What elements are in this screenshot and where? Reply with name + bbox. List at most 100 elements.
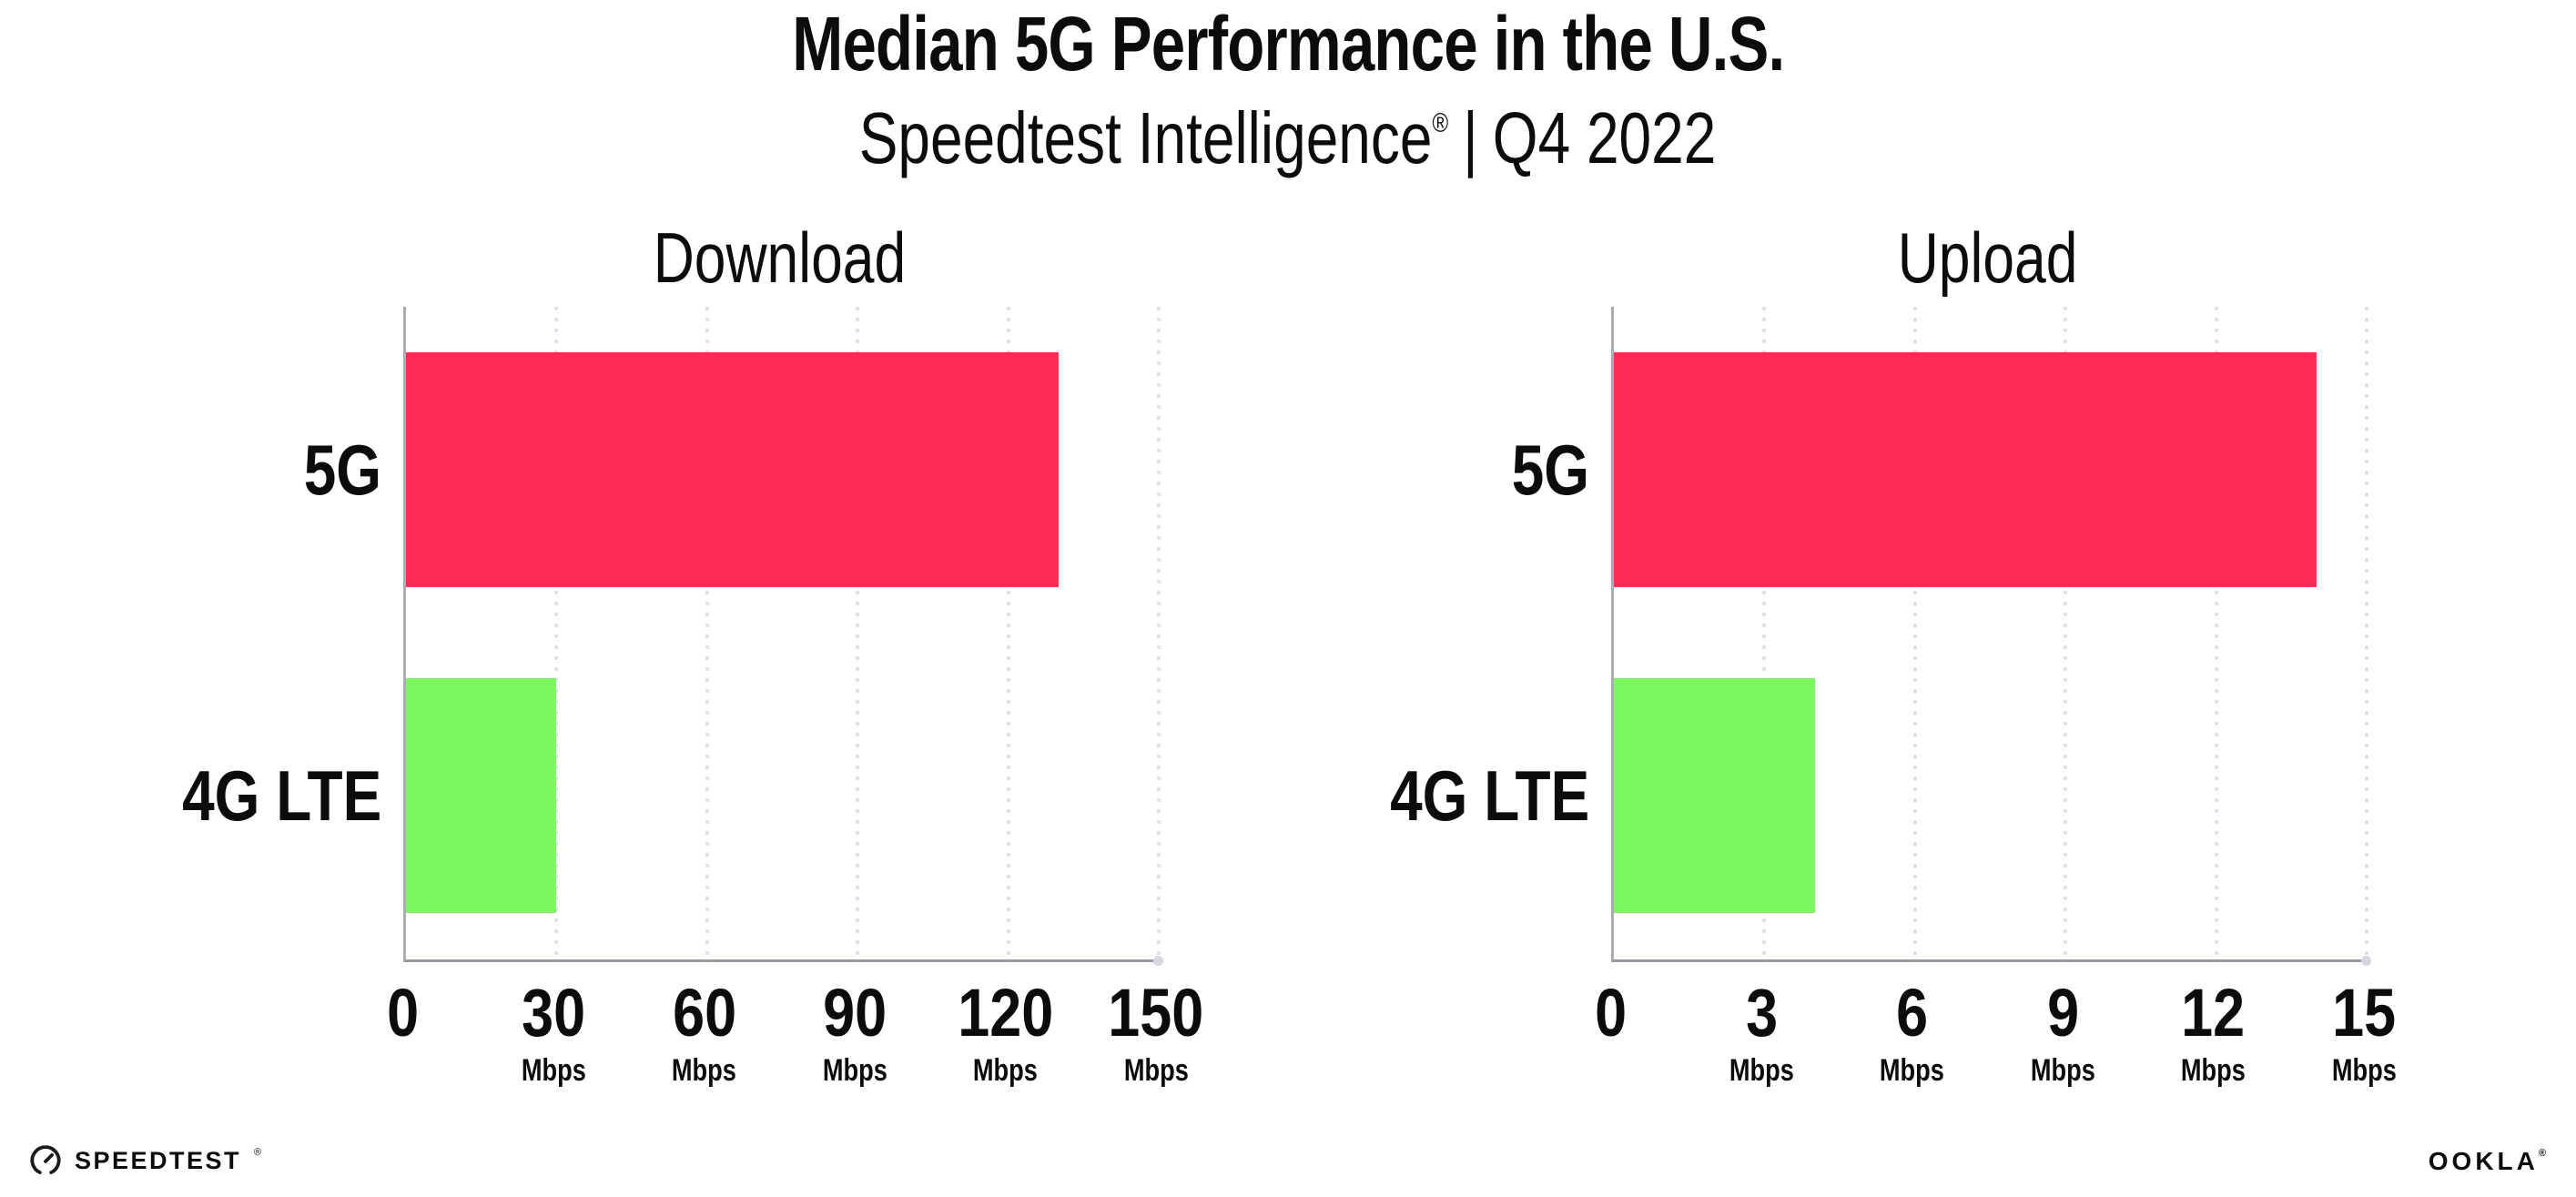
gridline-12 (2214, 307, 2218, 959)
x-tick-value: 30 (453, 979, 654, 1047)
gridline-120 (1006, 307, 1010, 959)
row-label-5g-download: 5G (0, 426, 381, 513)
gridline-15 (2365, 307, 2368, 959)
x-tick-unit: Mbps (755, 1050, 955, 1090)
x-tick-download-90: 90 Mbps (755, 979, 955, 1090)
x-tick-value-text: 9 (2046, 975, 2079, 1050)
speedtest-wordmark: SPEEDTEST (75, 1147, 242, 1174)
ookla-registered-mark: ® (2538, 1148, 2546, 1159)
bar-5g-upload (1614, 352, 2317, 587)
chart-title-text: Download (653, 218, 907, 298)
speedtest-logo: SPEEDTEST ® (30, 1140, 262, 1182)
gridline-60 (705, 307, 709, 959)
page-subtitle-text: Speedtest Intelligence® | Q4 2022 (859, 95, 1717, 198)
x-tick-value-text: 30 (522, 975, 586, 1050)
x-tick-value: 9 (1962, 979, 2163, 1047)
row-label-text: 5G (1511, 430, 1589, 510)
x-tick-value: 90 (755, 979, 955, 1047)
row-label-5g-upload: 5G (1120, 426, 1589, 513)
x-tick-unit: Mbps (1812, 1050, 2013, 1090)
chart-title-upload: Upload (1611, 218, 2364, 297)
x-tick-unit: Mbps (604, 1050, 805, 1090)
gridline-6 (1912, 307, 1917, 959)
ookla-wordmark: OOKLA (2428, 1147, 2539, 1175)
row-label-text: 4G LTE (1389, 756, 1589, 836)
x-tick-value: 120 (906, 979, 1106, 1047)
x-tick-value-text: 0 (387, 975, 420, 1050)
x-tick-value-text: 15 (2332, 975, 2396, 1050)
x-tick-unit-text: Mbps (973, 1053, 1039, 1088)
x-tick-unit-text: Mbps (672, 1053, 737, 1088)
chart-title-text: Upload (1897, 218, 2078, 298)
row-label-text: 4G LTE (181, 756, 381, 836)
x-tick-unit-text: Mbps (2030, 1053, 2095, 1088)
x-tick-value: 0 (1511, 979, 1711, 1047)
x-tick-download-150: 150 Mbps (1056, 979, 1256, 1090)
x-tick-value: 15 (2264, 979, 2464, 1047)
x-tick-value: 6 (1812, 979, 2013, 1047)
x-tick-upload-3: 3 Mbps (1661, 979, 1861, 1090)
x-tick-unit-text: Mbps (521, 1053, 586, 1088)
x-tick-upload-15: 15 Mbps (2264, 979, 2464, 1090)
x-tick-upload-0: 0 (1511, 979, 1711, 1047)
x-tick-download-0: 0 (303, 979, 503, 1047)
x-tick-unit-text: Mbps (2181, 1053, 2246, 1088)
x-tick-value: 0 (303, 979, 503, 1047)
bar-5g-download (406, 352, 1059, 587)
x-tick-value-text: 60 (672, 975, 736, 1050)
x-tick-value-text: 90 (823, 975, 887, 1050)
x-tick-upload-12: 12 Mbps (2114, 979, 2314, 1090)
registered-trademark-icon: ® (1432, 108, 1449, 138)
gridline-9 (2064, 307, 2068, 959)
x-tick-unit-text: Mbps (1880, 1053, 1945, 1088)
subtitle-brand: Speedtest Intelligence (859, 97, 1433, 178)
x-tick-unit: Mbps (2264, 1050, 2464, 1090)
x-tick-value: 3 (1661, 979, 1861, 1047)
gridline-90 (856, 307, 860, 959)
x-tick-unit-text: Mbps (822, 1053, 887, 1088)
gridline-150 (1157, 307, 1161, 959)
row-label-4g-lte-upload: 4G LTE (1120, 752, 1589, 839)
page-title-text: Median 5G Performance in the U.S. (791, 1, 1785, 86)
x-tick-value-text: 120 (958, 975, 1054, 1050)
x-tick-value-text: 3 (1745, 975, 1778, 1050)
x-tick-unit: Mbps (453, 1050, 654, 1090)
x-tick-value-text: 12 (2181, 975, 2246, 1050)
x-tick-unit: Mbps (906, 1050, 1106, 1090)
x-tick-value-text: 6 (1896, 975, 1929, 1050)
x-tick-download-120: 120 Mbps (906, 979, 1106, 1090)
speedtest-registered-mark: ® (254, 1147, 262, 1158)
x-tick-upload-6: 6 Mbps (1812, 979, 2013, 1090)
x-tick-unit-text: Mbps (1123, 1053, 1189, 1088)
x-tick-unit-text: Mbps (2331, 1053, 2397, 1088)
x-tick-unit: Mbps (1661, 1050, 1861, 1090)
bar-4g-lte-upload (1614, 678, 1815, 913)
gridline-30 (554, 307, 559, 959)
x-tick-upload-9: 9 Mbps (1962, 979, 2163, 1090)
x-tick-value-text: 150 (1108, 975, 1204, 1050)
x-tick-value: 60 (604, 979, 805, 1047)
x-tick-value-text: 0 (1595, 975, 1628, 1050)
x-tick-unit: Mbps (2114, 1050, 2314, 1090)
ookla-logo: OOKLA ® (2429, 1143, 2546, 1180)
chart-title-download: Download (403, 218, 1156, 297)
speedtest-gauge-icon (30, 1145, 61, 1174)
x-tick-unit: Mbps (1056, 1050, 1256, 1090)
plot-area-download (403, 307, 1163, 966)
x-tick-download-60: 60 Mbps (604, 979, 805, 1090)
bar-4g-lte-download (406, 678, 556, 913)
x-tick-value: 12 (2114, 979, 2314, 1047)
page-title: Median 5G Performance in the U.S. (0, 0, 2576, 87)
subtitle-period: Q4 2022 (1493, 97, 1717, 178)
x-tick-unit-text: Mbps (1729, 1053, 1794, 1088)
x-tick-unit: Mbps (1962, 1050, 2163, 1090)
gridline-3 (1762, 307, 1767, 959)
plot-area-upload (1611, 307, 2371, 966)
x-tick-download-30: 30 Mbps (453, 979, 654, 1090)
page-subtitle: Speedtest Intelligence® | Q4 2022 (0, 95, 2576, 182)
subtitle-divider: | (1463, 97, 1479, 178)
row-label-4g-lte-download: 4G LTE (0, 752, 381, 839)
row-label-text: 5G (303, 430, 381, 510)
x-tick-value: 150 (1056, 979, 1256, 1047)
